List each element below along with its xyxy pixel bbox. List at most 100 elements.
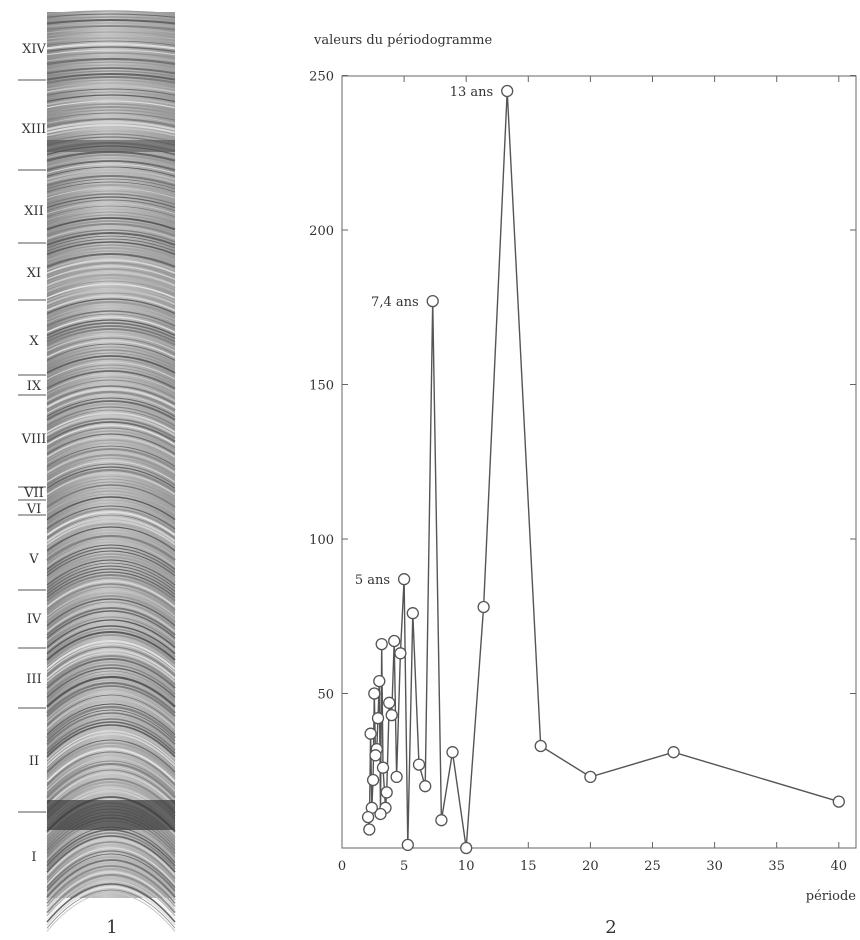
core-band [46, 592, 176, 620]
core-band [46, 436, 176, 458]
peak-label: 7,4 ans [371, 295, 419, 310]
core-band [46, 337, 176, 355]
zone-label: XIV [22, 42, 46, 57]
zone-label: XI [27, 266, 41, 281]
core-band [46, 850, 176, 889]
core-band [46, 402, 176, 424]
data-point [380, 786, 393, 799]
core-band [46, 82, 176, 90]
data-point [383, 696, 396, 709]
core-band [46, 40, 176, 46]
core-band [46, 706, 176, 739]
core-band [46, 327, 176, 346]
core-band [46, 604, 176, 633]
core-band [46, 856, 176, 895]
core-band [46, 390, 176, 412]
core-band [46, 649, 176, 680]
core-band [46, 67, 176, 75]
core-band [46, 55, 176, 62]
core-band [46, 13, 176, 18]
data-point [373, 674, 386, 688]
core-band [46, 222, 176, 237]
periodogram-chart: valeurs du périodogramme période 5010015… [309, 33, 857, 938]
core-band [46, 541, 176, 568]
data-point [401, 838, 414, 852]
core-band [46, 352, 176, 371]
core-band [46, 589, 176, 617]
core-band [46, 112, 176, 121]
core-band [46, 268, 176, 284]
core-band [46, 676, 176, 708]
core-band [46, 646, 176, 676]
core-band [46, 562, 176, 589]
core-band [46, 664, 176, 695]
core-band [46, 445, 176, 467]
panel-2-label: 2 [605, 917, 616, 938]
core-band [46, 31, 176, 37]
core-band [46, 529, 176, 555]
data-point [435, 814, 448, 827]
core-band [46, 688, 176, 720]
core-band [46, 718, 176, 751]
core-band [46, 885, 176, 926]
core-band [46, 343, 176, 361]
core-band [46, 319, 176, 336]
x-tick-label: 35 [768, 859, 785, 874]
data-point [419, 780, 432, 793]
core-band [46, 472, 176, 496]
zone-label: XII [24, 204, 44, 219]
core-band [46, 231, 176, 246]
core-band [46, 697, 176, 730]
zone-label: II [29, 754, 39, 769]
core-band [46, 18, 176, 25]
data-point [364, 727, 377, 740]
core-band [46, 835, 176, 873]
core-band [46, 466, 176, 489]
core-band [46, 64, 176, 71]
core-band [46, 190, 176, 202]
core-band [46, 28, 176, 34]
zone-label: VII [23, 486, 44, 501]
core-band [46, 691, 176, 723]
data-point [374, 807, 387, 821]
core-band [46, 502, 176, 527]
data-point [388, 634, 401, 648]
core-band [46, 364, 176, 383]
core-growth-bands [46, 10, 176, 932]
core-band [46, 229, 176, 243]
x-tick-label: 0 [338, 859, 346, 874]
core-band [46, 757, 176, 792]
core-band [46, 61, 176, 68]
core-band [46, 376, 176, 396]
core-band [46, 610, 176, 639]
core-band [46, 451, 176, 474]
core-band [46, 736, 176, 770]
core-band [46, 22, 176, 28]
core-band [46, 79, 176, 87]
core-band [46, 733, 176, 767]
core-band [46, 346, 176, 364]
core-band [46, 169, 176, 181]
core-band [46, 514, 176, 539]
core-band [46, 715, 176, 748]
core-band [46, 580, 176, 608]
core-band [46, 238, 176, 252]
core-band [46, 880, 176, 920]
core-band [46, 241, 176, 256]
data-point [406, 607, 419, 620]
data-point [412, 758, 426, 771]
core-band [46, 544, 176, 570]
core-band [46, 273, 176, 290]
core-band [46, 130, 176, 140]
core-band [46, 265, 176, 280]
core-band [46, 370, 176, 390]
core-band [46, 625, 176, 655]
core-band [46, 160, 176, 171]
core-band [46, 598, 176, 627]
data-point [501, 84, 514, 98]
zone-label: V [28, 552, 39, 567]
core-band [46, 154, 176, 165]
data-point [426, 294, 439, 308]
core-band [46, 844, 176, 882]
